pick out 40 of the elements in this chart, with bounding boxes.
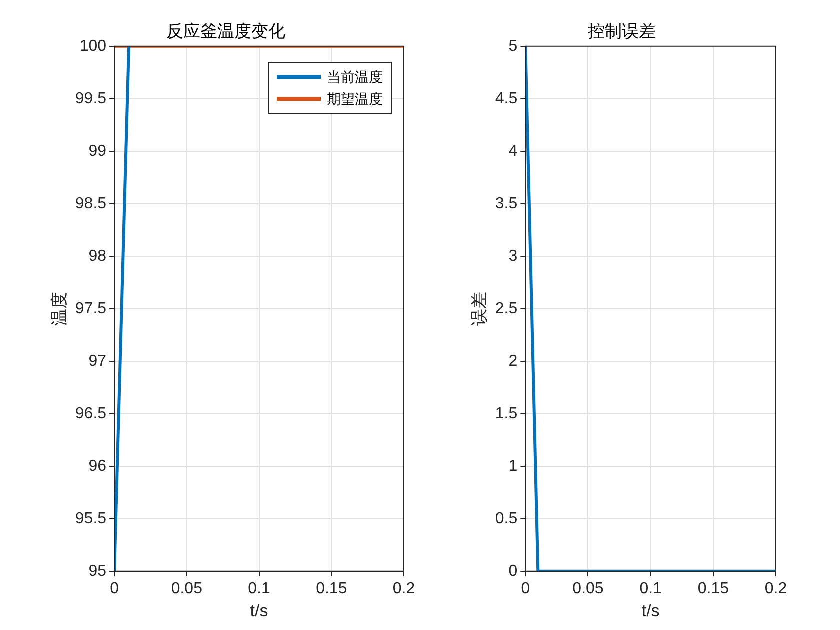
x-tick-label: 0 <box>521 580 530 598</box>
y-tick-label: 96 <box>88 458 107 475</box>
y-tick-label: 98.5 <box>75 195 107 212</box>
x-tick-label: 0.1 <box>640 580 662 598</box>
x-tick-label: 0.05 <box>171 580 203 598</box>
y-tick-label: 1.5 <box>495 405 518 422</box>
y-tick-label: 0 <box>508 562 518 580</box>
y-tick-label: 98 <box>88 248 107 265</box>
y-tick-label: 0.5 <box>495 510 518 528</box>
y-tick-label: 96.5 <box>75 405 107 422</box>
chart-title: 反应釜温度变化 <box>166 22 286 41</box>
y-tick-label: 3 <box>508 248 518 265</box>
y-axis-title: 温度 <box>50 292 69 326</box>
x-tick-label: 0.15 <box>316 580 348 598</box>
x-tick-label: 0.05 <box>572 580 604 598</box>
x-tick-label: 0.2 <box>392 580 416 598</box>
x-tick-label: 0.15 <box>698 580 730 598</box>
y-tick-label: 4 <box>508 142 518 160</box>
y-tick-label: 3.5 <box>495 195 518 212</box>
y-tick-label: 95 <box>88 562 107 580</box>
y-tick-label: 99 <box>88 142 107 160</box>
y-tick-label: 1 <box>508 458 518 475</box>
x-tick-label: 0 <box>110 580 120 598</box>
y-tick-label: 97.5 <box>75 300 107 318</box>
y-tick-label: 99.5 <box>75 90 107 108</box>
x-tick-label: 0.1 <box>248 580 270 598</box>
y-tick-label: 2.5 <box>495 300 518 318</box>
x-tick-label: 0.2 <box>764 580 788 598</box>
y-tick-label: 97 <box>88 352 107 370</box>
legend-label: 期望温度 <box>327 90 383 110</box>
y-tick-label: 5 <box>508 38 518 55</box>
x-axis-title: t/s <box>250 601 268 620</box>
y-tick-label: 95.5 <box>75 510 107 528</box>
y-tick-label: 100 <box>80 38 107 55</box>
legend-label: 当前温度 <box>327 68 383 88</box>
x-axis-title: t/s <box>642 601 660 620</box>
chart-title: 控制误差 <box>588 22 656 41</box>
y-tick-label: 4.5 <box>495 90 518 108</box>
y-tick-label: 2 <box>508 352 518 370</box>
y-axis-title: 误差 <box>470 292 489 326</box>
